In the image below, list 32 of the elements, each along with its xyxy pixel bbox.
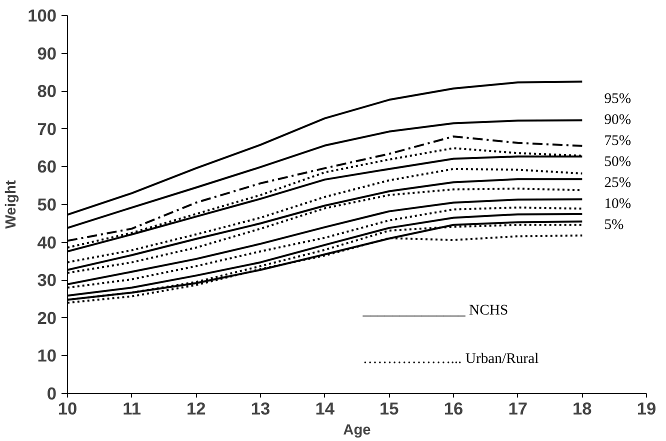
x-tick-label: 15 (380, 398, 400, 418)
x-tick-label: 19 (636, 398, 656, 418)
x-tick-label: 17 (508, 398, 528, 418)
x-tick-label: 10 (58, 398, 78, 418)
annotation: 95% (604, 91, 632, 108)
x-tick-label: 13 (250, 398, 270, 418)
y-tick-label: 10 (37, 346, 57, 366)
x-tick-label: 18 (572, 398, 592, 418)
x-tick-label: 14 (315, 398, 335, 418)
y-tick-label: 0 (46, 384, 57, 404)
y-tick-label: 90 (37, 43, 57, 64)
annotation: ______________ NCHS (362, 302, 508, 318)
x-tick-label: 12 (186, 398, 206, 418)
annotation: 50% (604, 154, 632, 170)
y-tick-label: 20 (37, 308, 57, 328)
annotation: 90% (604, 112, 632, 128)
y-tick-label: 100 (28, 6, 57, 26)
x-tick-label: 11 (122, 398, 142, 418)
y-tick-label: 60 (37, 156, 57, 177)
y-tick-label: 80 (37, 81, 57, 102)
y-tick-label: 70 (37, 118, 57, 139)
y-tick-label: 40 (37, 232, 57, 252)
y-tick-label: 30 (37, 270, 57, 290)
x-tick-label: 16 (444, 398, 464, 418)
y-axis-title: Weight (4, 180, 20, 229)
x-axis-title: Age (343, 422, 371, 438)
annotation: 5% (604, 216, 624, 233)
annotation: ………………... Urban/Rural (362, 351, 539, 368)
y-tick-label: 50 (37, 194, 57, 214)
annotation: 25% (604, 174, 632, 191)
annotation: 75% (604, 132, 632, 149)
annotation: 10% (604, 196, 632, 212)
